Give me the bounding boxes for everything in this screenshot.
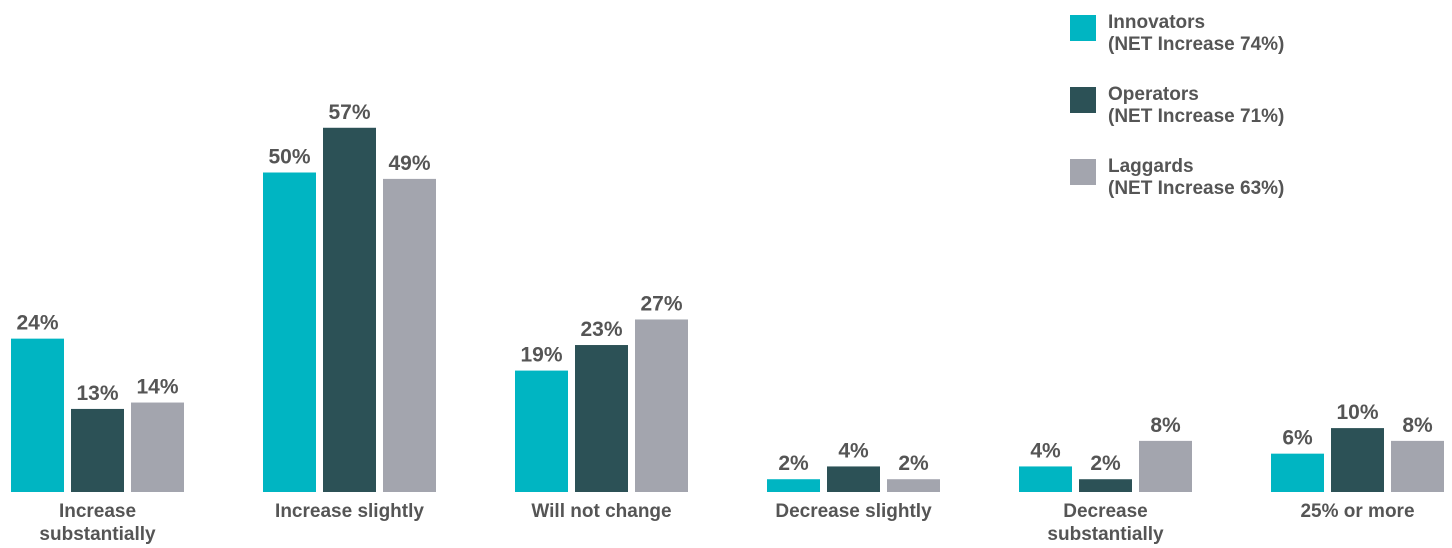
value-label-innovators-decrease-slightly: 2% [778,452,809,475]
x-tick-label-line: Decrease [1063,501,1148,522]
value-labels-layer: 24% 13% 14% 50% 57% 49% 19% 23% 27% 2% 4% 2% 4% 2% 8% 6… [16,101,1433,475]
value-label-operators-decrease-substantially: 2% [1090,452,1121,475]
bar-operators-decrease-slightly [827,466,880,492]
bar-operators-25-or-more [1331,428,1384,492]
bar-operators-will-not-change [575,345,628,492]
value-label-innovators-increase-slightly: 50% [268,146,310,169]
legend-label-operators: Operators (NET Increase 71%) [1108,84,1284,127]
legend-label-line: Innovators [1108,12,1205,33]
value-label-operators-will-not-change: 23% [580,318,622,341]
legend-swatch-innovators [1070,15,1096,41]
bar-laggards-decrease-slightly [887,479,940,492]
value-label-innovators-increase-substantially: 24% [16,312,58,335]
value-label-laggards-increase-slightly: 49% [388,152,430,175]
legend-label-line: Operators [1108,84,1199,105]
value-label-innovators-will-not-change: 19% [520,344,562,367]
x-tick-label-25-or-more: 25% or more [1300,501,1414,522]
legend-swatch-operators [1070,87,1096,113]
bar-laggards-increase-substantially [131,402,184,492]
bar-innovators-decrease-substantially [1019,466,1072,492]
legend-label-laggards: Laggards (NET Increase 63%) [1108,156,1284,199]
x-tick-label-line: Increase [59,501,136,522]
bar-laggards-will-not-change [635,319,688,492]
x-tick-label-line: substantially [39,524,156,545]
value-label-innovators-decrease-substantially: 4% [1030,439,1061,462]
value-label-laggards-decrease-slightly: 2% [898,452,929,475]
x-tick-label-increase-slightly: Increase slightly [275,501,424,522]
bar-laggards-decrease-substantially [1139,440,1192,492]
value-label-operators-increase-substantially: 13% [76,382,118,405]
x-tick-label-increase-substantially: Increase substantially [39,501,156,545]
value-label-operators-decrease-slightly: 4% [838,439,869,462]
legend-label-line: (NET Increase 74%) [1108,34,1284,55]
value-label-operators-increase-slightly: 57% [328,101,370,124]
bar-laggards-25-or-more [1391,440,1444,492]
bars-layer [11,127,1444,493]
x-tick-label-line: 25% or more [1300,501,1414,522]
value-label-laggards-increase-substantially: 14% [136,376,178,399]
legend-swatch-laggards [1070,159,1096,185]
value-label-operators-25-or-more: 10% [1336,401,1378,424]
bar-operators-increase-substantially [71,408,124,492]
legend-label-innovators: Innovators (NET Increase 74%) [1108,12,1284,55]
bar-innovators-25-or-more [1271,453,1324,492]
legend: Innovators (NET Increase 74%)Operators (NE… [1070,12,1284,199]
x-tick-label-will-not-change: Will not change [531,501,671,522]
legend-label-line: (NET Increase 71%) [1108,106,1284,127]
x-tick-label-line: Increase slightly [275,501,424,522]
x-tick-label-decrease-substantially: Decrease substantially [1047,501,1164,545]
bar-innovators-increase-slightly [263,172,316,492]
value-label-laggards-decrease-substantially: 8% [1150,414,1181,437]
x-tick-label-line: substantially [1047,524,1164,545]
legend-label-line: (NET Increase 63%) [1108,178,1284,199]
bar-innovators-will-not-change [515,370,568,492]
bar-innovators-decrease-slightly [767,479,820,492]
x-tick-label-line: Will not change [531,501,671,522]
value-label-innovators-25-or-more: 6% [1282,427,1313,450]
x-tick-label-line: Decrease slightly [775,501,932,522]
bar-laggards-increase-slightly [383,178,436,492]
legend-label-line: Laggards [1108,156,1194,177]
value-label-laggards-will-not-change: 27% [640,292,682,315]
value-label-laggards-25-or-more: 8% [1402,414,1433,437]
x-tick-label-decrease-slightly: Decrease slightly [775,501,932,522]
bar-innovators-increase-substantially [11,338,64,492]
bar-operators-decrease-substantially [1079,479,1132,492]
bar-operators-increase-slightly [323,127,376,493]
